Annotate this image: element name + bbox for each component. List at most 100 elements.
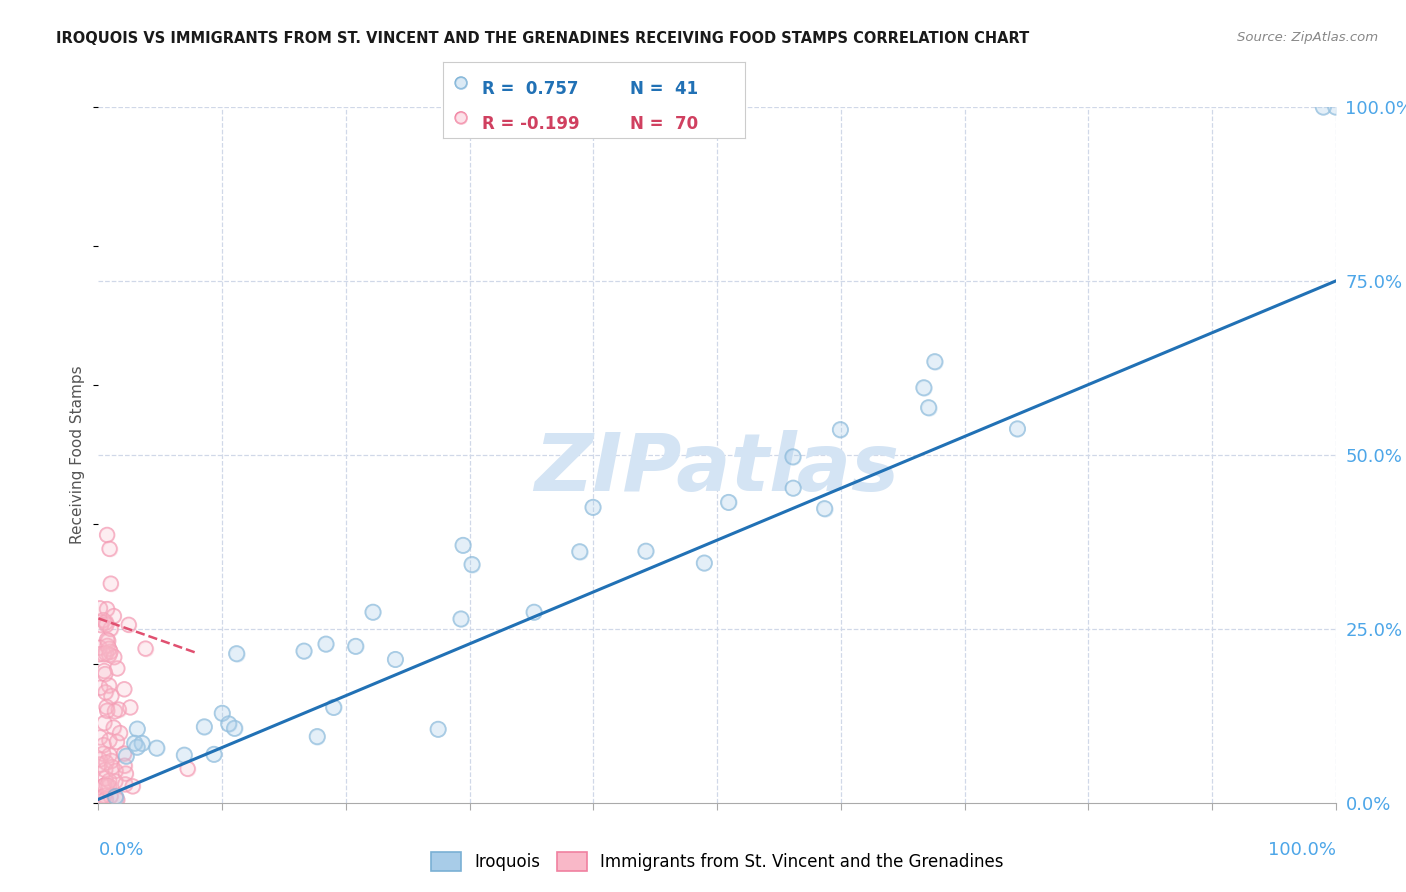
Point: [96, 704, 118, 718]
Point: [112, 747, 135, 761]
Point: [717, 495, 740, 509]
Point: [97, 633, 120, 648]
Point: [93, 789, 115, 803]
Point: [94, 646, 117, 660]
Point: [100, 789, 122, 804]
Point: [94, 763, 117, 777]
Point: [97, 633, 120, 648]
Point: [782, 481, 804, 495]
Point: [912, 381, 935, 395]
Point: [225, 647, 247, 661]
Point: [830, 423, 852, 437]
Point: [96, 632, 118, 647]
Text: Source: ZipAtlas.com: Source: ZipAtlas.com: [1237, 31, 1378, 45]
Point: [93, 664, 115, 678]
Point: [93, 716, 115, 731]
Point: [89, 731, 111, 745]
Point: [218, 717, 240, 731]
Point: [90, 790, 112, 805]
Point: [90, 795, 112, 809]
Point: [104, 704, 127, 718]
Point: [100, 622, 122, 636]
Point: [103, 609, 125, 624]
Point: [112, 682, 135, 697]
Point: [94, 615, 117, 630]
Point: [634, 544, 657, 558]
Point: [93, 738, 115, 752]
Point: [105, 735, 128, 749]
Point: [361, 605, 384, 619]
Text: IROQUOIS VS IMMIGRANTS FROM ST. VINCENT AND THE GRENADINES RECEIVING FOOD STAMPS: IROQUOIS VS IMMIGRANTS FROM ST. VINCENT …: [56, 31, 1029, 46]
Point: [202, 747, 225, 762]
Point: [98, 648, 121, 662]
Point: [94, 792, 117, 806]
Point: [105, 793, 128, 807]
Point: [105, 793, 128, 807]
Point: [211, 706, 233, 721]
Point: [461, 558, 484, 572]
Point: [96, 756, 118, 770]
Point: [224, 722, 246, 736]
Point: [98, 648, 121, 662]
Point: [93, 648, 115, 662]
Point: [93, 778, 115, 792]
Point: [96, 704, 118, 718]
Point: [98, 641, 121, 656]
Point: [127, 740, 149, 755]
Point: [93, 648, 115, 662]
Point: [89, 753, 111, 767]
Point: [93, 664, 115, 678]
Point: [924, 354, 946, 368]
Point: [100, 754, 122, 768]
Point: [523, 605, 546, 619]
Point: [89, 640, 111, 655]
Text: 100.0%: 100.0%: [1268, 841, 1336, 859]
Point: [96, 632, 118, 647]
Point: [94, 772, 117, 786]
Point: [94, 667, 117, 681]
Point: [96, 639, 118, 653]
Point: [145, 741, 167, 756]
Point: [193, 720, 215, 734]
Point: [107, 702, 129, 716]
Point: [91, 747, 114, 761]
Point: [105, 791, 128, 805]
Text: N =  70: N = 70: [630, 115, 699, 133]
Point: [105, 661, 128, 675]
Point: [98, 748, 121, 763]
Point: [89, 648, 111, 662]
Point: [912, 381, 935, 395]
Point: [292, 644, 315, 658]
Point: [315, 637, 337, 651]
Point: [91, 613, 114, 627]
Point: [100, 645, 122, 659]
Point: [114, 777, 136, 791]
Point: [344, 640, 367, 654]
Point: [145, 741, 167, 756]
Point: [173, 748, 195, 763]
Text: R =  0.757: R = 0.757: [482, 80, 579, 98]
Point: [89, 757, 111, 772]
Point: [450, 76, 472, 90]
Point: [90, 618, 112, 632]
Point: [1007, 422, 1029, 436]
Point: [103, 609, 125, 624]
Point: [582, 500, 605, 515]
Point: [124, 736, 146, 750]
Point: [96, 602, 118, 616]
Point: [89, 757, 111, 772]
Point: [98, 748, 121, 763]
Point: [917, 401, 939, 415]
Point: [104, 774, 127, 789]
Y-axis label: Receiving Food Stamps: Receiving Food Stamps: [70, 366, 86, 544]
Point: [924, 354, 946, 368]
Point: [94, 646, 117, 660]
Point: [114, 758, 136, 772]
Point: [224, 722, 246, 736]
Point: [93, 738, 115, 752]
Point: [634, 544, 657, 558]
Point: [94, 772, 117, 786]
Point: [225, 647, 247, 661]
Point: [89, 601, 111, 615]
Point: [211, 706, 233, 721]
